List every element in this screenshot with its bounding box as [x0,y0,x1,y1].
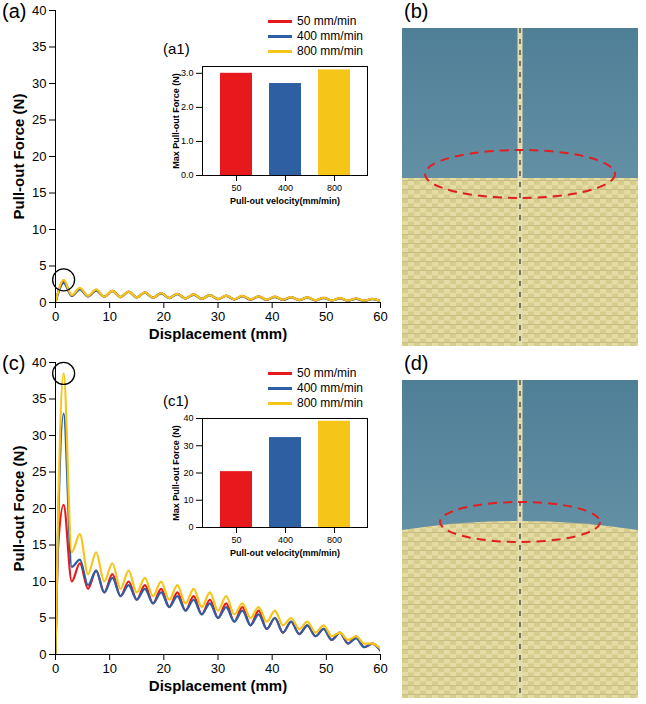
svg-text:15: 15 [32,537,46,552]
svg-text:Displacement (mm): Displacement (mm) [149,325,287,342]
html-text:800 mm/min: 800 mm/min [297,44,363,58]
svg-text:0.0: 0.0 [181,170,194,180]
svg-text:40: 40 [32,355,46,370]
svg-text:25: 25 [32,112,46,127]
svg-text:30: 30 [211,661,225,676]
svg-text:400: 400 [278,535,293,545]
svg-text:50: 50 [319,661,333,676]
svg-text:Max Pull-out Force (N): Max Pull-out Force (N) [171,425,181,521]
svg-text:60: 60 [373,309,387,324]
html-text:400 mm/min: 400 mm/min [297,381,363,395]
svg-text:5: 5 [39,258,46,273]
html-text:(a): (a) [2,0,27,22]
svg-text:Displacement (mm): Displacement (mm) [149,677,287,694]
svg-text:Pull-out Force (N): Pull-out Force (N) [10,94,27,220]
svg-text:30: 30 [32,428,46,443]
svg-text:40: 40 [265,661,279,676]
svg-text:Max Pull-out Force (N): Max Pull-out Force (N) [171,73,181,169]
svg-text:1.0: 1.0 [181,136,194,146]
svg-text:35: 35 [32,39,46,54]
svg-text:20: 20 [32,149,46,164]
svg-text:50: 50 [231,535,241,545]
svg-text:30: 30 [211,309,225,324]
svg-text:0: 0 [39,647,46,662]
html-text:(c): (c) [2,352,26,374]
svg-text:40: 40 [183,413,193,423]
svg-text:400: 400 [278,183,293,193]
html-text:50 mm/min: 50 mm/min [297,14,357,28]
svg-text:30: 30 [183,441,193,451]
svg-text:Pull-out velocity(mm/min): Pull-out velocity(mm/min) [230,548,340,558]
svg-text:20: 20 [157,309,171,324]
svg-text:10: 10 [32,574,46,589]
svg-text:800: 800 [327,535,342,545]
svg-text:3.0: 3.0 [181,68,194,78]
svg-text:20: 20 [183,468,193,478]
svg-text:0: 0 [188,522,193,532]
svg-text:10: 10 [102,661,116,676]
svg-text:50: 50 [231,183,241,193]
html-text:400 mm/min: 400 mm/min [297,29,363,43]
html-text:(a1): (a1) [163,40,190,57]
svg-text:10: 10 [102,309,116,324]
svg-text:5: 5 [39,610,46,625]
html-text:(d): (d) [404,352,429,374]
svg-text:15: 15 [32,185,46,200]
svg-text:20: 20 [32,501,46,516]
svg-text:35: 35 [32,391,46,406]
svg-text:30: 30 [32,76,46,91]
svg-text:40: 40 [265,309,279,324]
html-text:(c1): (c1) [163,392,189,409]
svg-text:10: 10 [183,495,193,505]
svg-text:0: 0 [39,295,46,310]
svg-text:25: 25 [32,464,46,479]
html-text:(b): (b) [404,0,429,22]
svg-text:50: 50 [319,309,333,324]
svg-text:0: 0 [52,309,59,324]
svg-text:10: 10 [32,222,46,237]
svg-text:60: 60 [373,661,387,676]
svg-text:20: 20 [157,661,171,676]
svg-text:2.0: 2.0 [181,102,194,112]
svg-text:800: 800 [327,183,342,193]
svg-text:Pull-out Force (N): Pull-out Force (N) [10,446,27,572]
svg-text:Pull-out velocity(mm/min): Pull-out velocity(mm/min) [230,196,340,206]
svg-text:0: 0 [52,661,59,676]
svg-text:40: 40 [32,3,46,18]
html-text:800 mm/min: 800 mm/min [297,396,363,410]
html-text:50 mm/min: 50 mm/min [297,366,357,380]
